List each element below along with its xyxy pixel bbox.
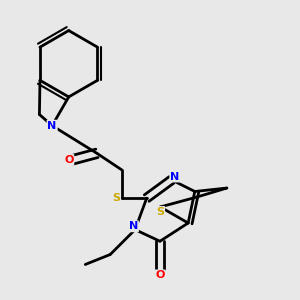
- Text: N: N: [129, 221, 138, 231]
- Text: S: S: [156, 207, 164, 217]
- Text: N: N: [170, 172, 179, 182]
- Text: O: O: [155, 270, 165, 280]
- Text: S: S: [112, 193, 120, 203]
- Text: N: N: [47, 121, 57, 130]
- Text: O: O: [64, 155, 74, 165]
